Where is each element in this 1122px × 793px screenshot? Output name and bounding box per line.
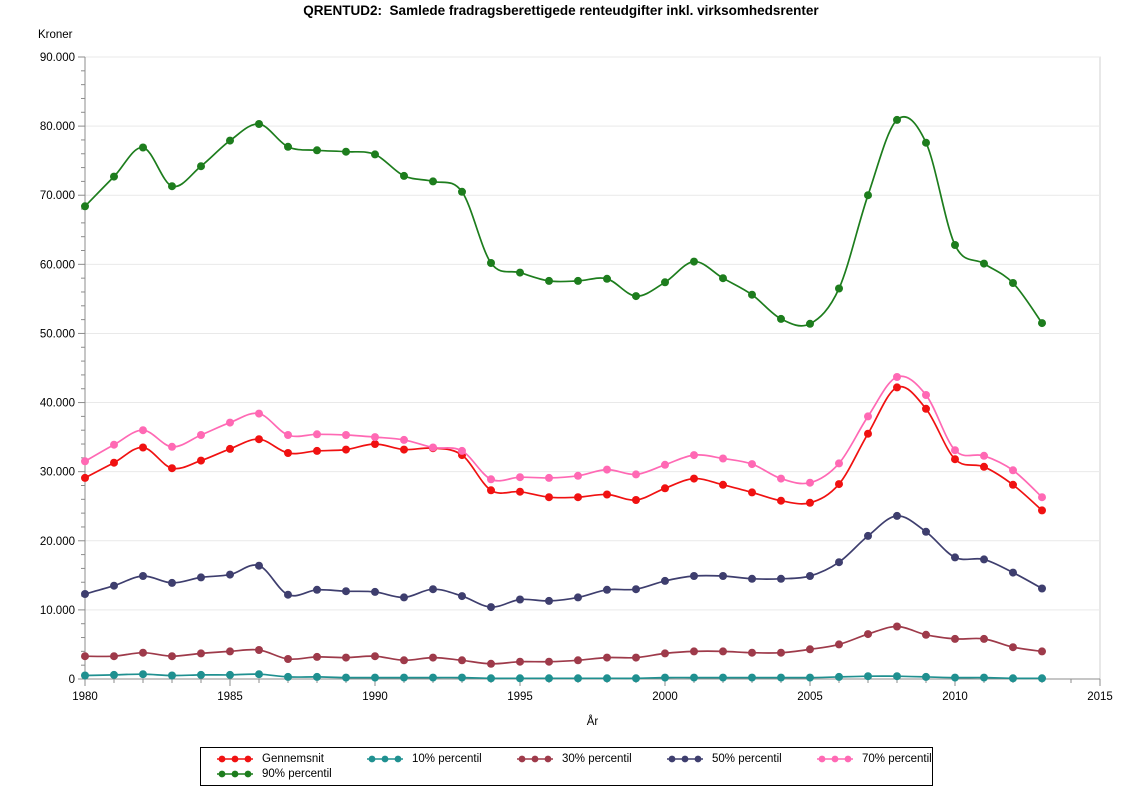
legend-item-30-percentil: 30% percentil xyxy=(515,753,665,765)
legend-item-90-percentil: 90% percentil xyxy=(215,768,365,780)
y-tick-label: 50.000 xyxy=(40,328,75,340)
x-axis: 1980 1985 1990 1995 2000 2005 2010 2015 xyxy=(72,679,1113,703)
series-70-percentil xyxy=(84,375,1043,498)
x-tick-label: 2015 xyxy=(1087,691,1113,703)
x-tick-label: 2000 xyxy=(652,691,678,703)
series-30-percentil xyxy=(84,625,1043,665)
series-gennemsnit xyxy=(84,385,1043,512)
markers-gennemsnit xyxy=(81,383,1046,515)
legend-marker-icon xyxy=(817,755,853,763)
y-tick-label: 90.000 xyxy=(40,52,75,64)
legend-item-label: 50% percentil xyxy=(712,753,782,765)
legend-item-label: Gennemsnit xyxy=(262,753,325,765)
legend-item-label: 90% percentil xyxy=(262,768,332,780)
legend-item-gennemsnit: Gennemsnit xyxy=(215,753,365,765)
x-tick-label: 2010 xyxy=(942,691,968,703)
y-tick-label: 30.000 xyxy=(40,467,75,479)
markers-70-percentil xyxy=(81,373,1046,502)
y-axis: 0 10.000 20.000 30.000 40.000 50.000 60.000 70.… xyxy=(40,52,85,686)
legend-marker-icon xyxy=(517,755,553,763)
legend-marker-icon xyxy=(367,755,403,763)
chart-title: QRENTUD2: Samlede fradragsberettigede re… xyxy=(303,3,819,18)
x-tick-label: 1985 xyxy=(217,691,243,703)
legend-item-label: 30% percentil xyxy=(562,753,632,765)
y-tick-label: 10.000 xyxy=(40,605,75,617)
y-tick-label: 20.000 xyxy=(40,536,75,548)
plot-frame xyxy=(84,56,1101,680)
y-tick-label: 80.000 xyxy=(40,121,75,133)
x-tick-label: 1995 xyxy=(507,691,533,703)
x-tick-label: 2005 xyxy=(797,691,823,703)
x-axis-label: År xyxy=(586,716,599,728)
legend: Gennemsnit 10% percentil 30% percentil 50% … xyxy=(200,747,933,786)
legend-item-10-percentil: 10% percentil xyxy=(365,753,515,765)
x-tick-label: 1980 xyxy=(72,691,98,703)
legend-marker-icon xyxy=(217,770,253,778)
legend-item-70-percentil: 70% percentil xyxy=(815,753,932,765)
series-90-percentil xyxy=(84,115,1043,327)
markers-50-percentil xyxy=(81,511,1046,612)
axes xyxy=(84,57,1100,680)
y-tick-label: 40.000 xyxy=(40,398,75,410)
x-tick-label: 1990 xyxy=(362,691,388,703)
markers-90-percentil xyxy=(81,115,1046,328)
markers-10-percentil xyxy=(81,670,1046,683)
y-tick-label: 0 xyxy=(69,674,75,686)
series-10-percentil xyxy=(84,673,1043,680)
legend-item-label: 70% percentil xyxy=(862,753,932,765)
y-tick-label: 60.000 xyxy=(40,259,75,271)
y-axis-unit-label: Kroner xyxy=(38,29,73,41)
legend-item-50-percentil: 50% percentil xyxy=(665,753,815,765)
legend-marker-icon xyxy=(217,755,253,763)
legend-item-label: 10% percentil xyxy=(412,753,482,765)
y-tick-label: 70.000 xyxy=(40,190,75,202)
legend-marker-icon xyxy=(667,755,703,763)
markers-30-percentil xyxy=(81,622,1046,668)
series-50-percentil xyxy=(84,515,1043,608)
line-plot-area: 0 10.000 20.000 30.000 40.000 50.000 60.000 70.… xyxy=(40,52,1113,703)
gridlines xyxy=(85,56,1100,611)
